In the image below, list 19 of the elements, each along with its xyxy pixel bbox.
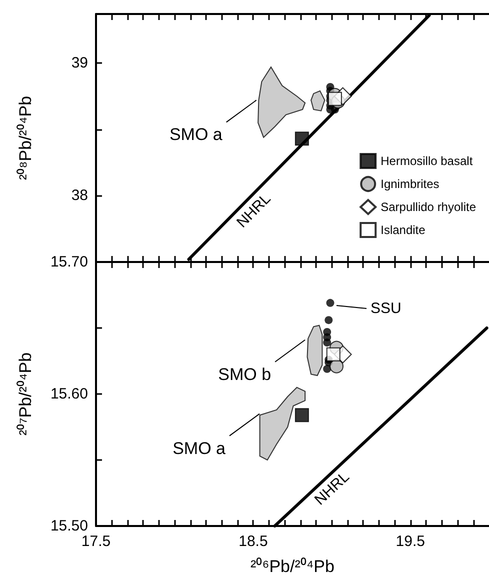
annotation: SMO a bbox=[169, 125, 223, 144]
annotation: SMO b bbox=[218, 364, 272, 384]
legend-label: Sarpullido rhyolite bbox=[380, 200, 476, 214]
x-tick-label: 18.5 bbox=[238, 533, 268, 550]
annotation: SSU bbox=[370, 300, 402, 318]
y-tick-label: 15.70 bbox=[50, 254, 88, 270]
legend-label: Islandite bbox=[380, 223, 426, 237]
y-axis-title: ²⁰⁸Pb/²⁰⁴Pb bbox=[16, 96, 35, 180]
x-axis-title: ²⁰⁶Pb/²⁰⁴Pb bbox=[250, 557, 334, 576]
annotation: SMO a bbox=[172, 438, 226, 458]
y-tick-label: 15.50 bbox=[50, 518, 88, 534]
y-tick-label: 15.60 bbox=[50, 386, 88, 402]
y-axis-title: ²⁰⁷Pb/²⁰⁴Pb bbox=[16, 352, 35, 436]
legend-label: Hermosillo basalt bbox=[380, 154, 474, 168]
x-tick-label: 17.5 bbox=[81, 533, 111, 550]
x-tick-label: 19.5 bbox=[396, 533, 425, 550]
legend-label: Ignimbrites bbox=[380, 177, 440, 191]
y-tick-label: 39 bbox=[71, 54, 88, 72]
y-tick-label: 38 bbox=[71, 187, 88, 204]
